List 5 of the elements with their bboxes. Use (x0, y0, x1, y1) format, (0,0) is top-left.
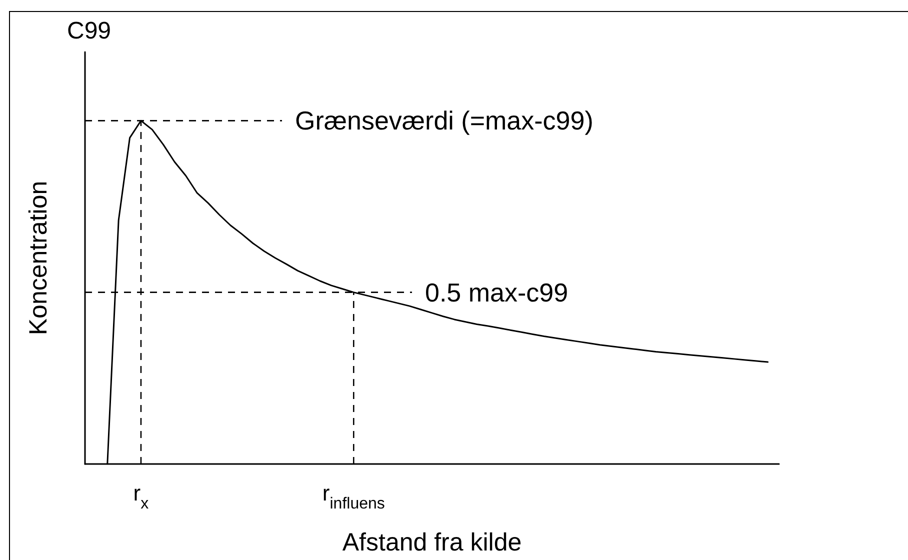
chart-title: C99 (67, 18, 112, 44)
x-axis-title: Afstand fra kilde (342, 528, 522, 556)
y-axis-title: Koncentration (24, 180, 52, 336)
ref-line-label: 0.5 max-c99 (425, 277, 568, 308)
ref-line-label: Grænseværdi (=max-c99) (295, 106, 594, 136)
